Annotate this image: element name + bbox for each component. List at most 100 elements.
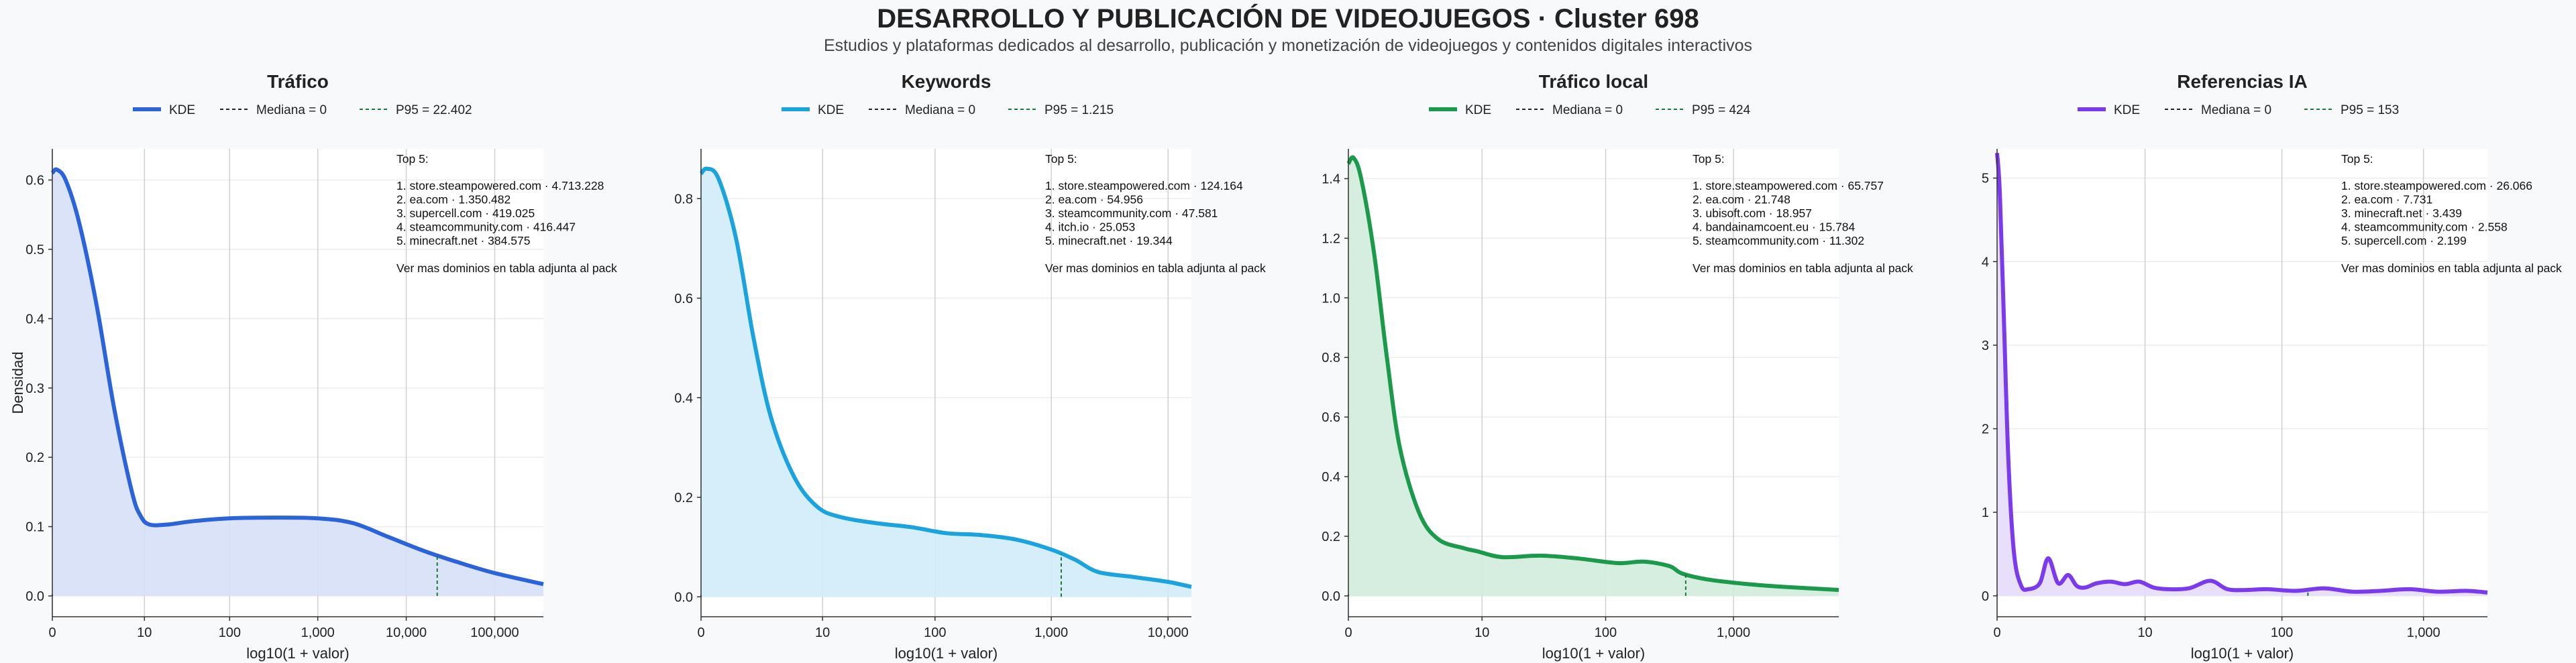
y-axis-label: Densidad [9, 352, 26, 414]
legend-label-kde: KDE [2114, 103, 2140, 117]
top5-note: Ver mas dominios en tabla adjunta al pac… [396, 261, 617, 275]
chart-panel-4: 0 1 2 3 4 5 0 10 100 1,000 log10(1 + valor) Referen… [1982, 71, 2562, 662]
x-axis-label: log10(1 + valor) [246, 645, 349, 662]
top5-item: 1. store.steampowered.com · 4.713.228 [396, 179, 604, 192]
top5-item: 4. steamcommunity.com · 416.447 [396, 221, 576, 234]
legend-label-kde: KDE [1465, 103, 1491, 117]
chart-title: Tráfico [267, 71, 329, 92]
y-tick-label: 0.0 [1322, 589, 1340, 604]
top5-annotation: Top 5: 1. store.steampowered.com · 26.066… [2341, 152, 2562, 275]
legend-label-median: Mediana = 0 [905, 103, 975, 117]
legend-label-kde: KDE [169, 103, 195, 117]
top5-item: 2. ea.com · 7.731 [2341, 193, 2432, 206]
y-tick-label: 1.2 [1322, 231, 1340, 246]
legend-label-p95: P95 = 153 [2341, 103, 2399, 117]
top5-item: 4. bandainamcoent.eu · 15.784 [1693, 221, 1856, 234]
page-subtitle: Estudios y plataformas dedicados al desa… [823, 36, 1753, 55]
chart-legend: KDE Mediana = 0 P95 = 1.215 [782, 103, 1114, 117]
y-tick-label: 0.8 [674, 192, 693, 206]
y-tick-label: 0.4 [1322, 470, 1340, 485]
legend-label-median: Mediana = 0 [2201, 103, 2271, 117]
x-tick-label: 100 [2271, 625, 2293, 640]
legend-label-median: Mediana = 0 [1552, 103, 1623, 117]
x-tick-label: 0 [1344, 625, 1352, 640]
x-tick-label: 1,000 [1717, 625, 1750, 640]
y-tick-label: 0.4 [674, 391, 693, 406]
top5-annotation: Top 5: 1. store.steampowered.com · 65.757… [1693, 152, 1913, 275]
top5-note: Ver mas dominios en tabla adjunta al pac… [1045, 261, 1266, 275]
top5-item: 2. ea.com · 21.748 [1693, 193, 1790, 206]
top5-item: 4. steamcommunity.com · 2.558 [2341, 221, 2508, 234]
top5-item: 5. minecraft.net · 384.575 [396, 234, 530, 247]
legend-label-p95: P95 = 424 [1692, 103, 1751, 117]
top5-item: 1. store.steampowered.com · 26.066 [2341, 179, 2532, 192]
legend-label-median: Mediana = 0 [256, 103, 327, 117]
top5-item: 1. store.steampowered.com · 124.164 [1045, 179, 1243, 192]
chart-title: Keywords [902, 71, 991, 92]
x-tick-label: 10 [2137, 625, 2152, 640]
y-tick-label: 2 [1982, 422, 1989, 437]
y-tick-label: 0.8 [1322, 351, 1340, 365]
x-tick-label: 1,000 [1034, 625, 1068, 640]
y-tick-label: 0.2 [674, 491, 693, 505]
legend-label-kde: KDE [818, 103, 844, 117]
top5-note: Ver mas dominios en tabla adjunta al pac… [1693, 261, 1913, 275]
chart-panel-1: 0.0 0.1 0.2 0.3 0.4 0.5 0.6 0 10 100 1,000 10,000 10… [9, 71, 617, 662]
chart-title: Tráfico local [1539, 71, 1648, 92]
y-tick-label: 0.0 [25, 589, 44, 604]
top5-annotation: Top 5: 1. store.steampowered.com · 4.713.… [396, 152, 617, 275]
top5-item: 3. steamcommunity.com · 47.581 [1045, 206, 1218, 220]
x-tick-label: 10,000 [1148, 625, 1189, 640]
x-axis-label: log10(1 + valor) [2191, 645, 2294, 662]
x-tick-label: 100 [219, 625, 241, 640]
x-tick-label: 1,000 [2407, 625, 2440, 640]
x-tick-label: 1,000 [301, 625, 335, 640]
top5-item: 1. store.steampowered.com · 65.757 [1693, 179, 1884, 192]
top5-note: Ver mas dominios en tabla adjunta al pac… [2341, 261, 2562, 275]
x-tick-label: 100,000 [470, 625, 519, 640]
x-axis-label: log10(1 + valor) [895, 645, 998, 662]
y-tick-label: 0.5 [25, 243, 44, 257]
y-tick-label: 0.6 [1322, 410, 1340, 425]
y-tick-label: 0.6 [674, 292, 693, 306]
x-tick-label: 100 [1595, 625, 1617, 640]
y-tick-label: 4 [1982, 255, 1989, 269]
top5-heading: Top 5: [1693, 152, 1725, 166]
x-tick-label: 0 [697, 625, 704, 640]
x-axis-label: log10(1 + valor) [1542, 645, 1645, 662]
y-tick-label: 0 [1982, 589, 1989, 604]
y-tick-label: 0.2 [25, 450, 44, 465]
x-tick-label: 10 [815, 625, 830, 640]
top5-annotation: Top 5: 1. store.steampowered.com · 124.16… [1045, 152, 1266, 275]
chart-legend: KDE Mediana = 0 P95 = 22.402 [133, 103, 472, 117]
chart-title: Referencias IA [2177, 71, 2308, 92]
plot-area [1997, 149, 2487, 617]
y-tick-label: 1.0 [1322, 291, 1340, 306]
x-tick-label: 10 [1474, 625, 1489, 640]
x-tick-label: 100 [924, 625, 946, 640]
top5-item: 3. minecraft.net · 3.439 [2341, 206, 2462, 220]
kde-line [1995, 152, 2488, 595]
chart-legend: KDE Mediana = 0 P95 = 153 [2078, 103, 2399, 117]
y-tick-label: 1.4 [1322, 172, 1340, 186]
top5-item: 5. steamcommunity.com · 11.302 [1693, 234, 1864, 247]
kde-line [50, 167, 544, 587]
legend-label-p95: P95 = 22.402 [396, 103, 472, 117]
y-tick-label: 3 [1982, 339, 1989, 353]
top5-item: 5. supercell.com · 2.199 [2341, 234, 2467, 247]
kde-area [52, 169, 543, 597]
x-tick-label: 0 [48, 625, 56, 640]
top5-heading: Top 5: [1045, 152, 1077, 166]
top5-item: 4. itch.io · 25.053 [1045, 221, 1135, 234]
y-tick-label: 0.0 [674, 590, 693, 605]
y-tick-label: 5 [1982, 172, 1989, 186]
kde-line [1346, 155, 1839, 592]
kde-area [701, 168, 1191, 597]
chart-panel-2: 0.0 0.2 0.4 0.6 0.8 0 10 100 1,000 10,000 log10(1 … [674, 71, 1266, 662]
top5-item: 3. ubisoft.com · 18.957 [1693, 206, 1812, 220]
top5-item: 2. ea.com · 1.350.482 [396, 193, 511, 206]
y-tick-label: 0.3 [25, 381, 44, 396]
x-tick-label: 10,000 [386, 625, 427, 640]
kde-area [1348, 157, 1839, 596]
page-title: DESARROLLO Y PUBLICACIÓN DE VIDEOJUEGOS … [877, 4, 1699, 34]
